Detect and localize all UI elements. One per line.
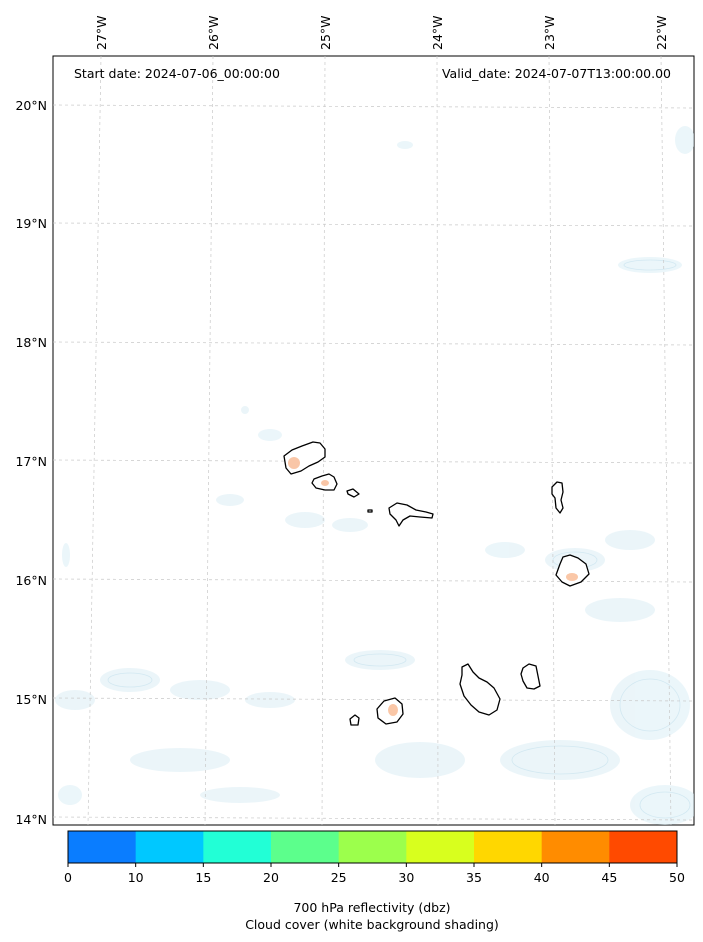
island-santa-luzia xyxy=(346,488,360,498)
island-boa-vista xyxy=(555,554,590,587)
colorbar-label-line1: 700 hPa reflectivity (dbz) xyxy=(293,900,450,915)
cloud-contours xyxy=(107,259,691,819)
latitude-labels: 20°N 19°N 18°N 17°N 16°N 15°N 14°N xyxy=(15,98,47,827)
islands xyxy=(283,441,590,726)
colorbar-tick-label: 25 xyxy=(331,870,347,885)
lat-label: 18°N xyxy=(15,335,47,350)
lon-label: 24°W xyxy=(430,15,445,50)
colorbar-segment xyxy=(609,831,678,863)
island-brava xyxy=(349,714,360,726)
longitude-labels: 27°W 26°W 25°W 24°W 23°W 22°W xyxy=(94,15,669,50)
colorbar-label-line2: Cloud cover (white background shading) xyxy=(245,917,499,932)
start-date-text: Start date: 2024-07-06_00:00:00 xyxy=(74,66,280,81)
lat-label: 15°N xyxy=(15,692,47,707)
gridlines xyxy=(53,56,694,825)
lon-label: 27°W xyxy=(94,15,109,50)
colorbar: 0 10 15 20 25 30 35 40 45 50 xyxy=(64,831,685,885)
colorbar-segment xyxy=(474,831,543,863)
colorbar-segment xyxy=(203,831,272,863)
island-santiago xyxy=(459,663,501,716)
map-frame xyxy=(52,55,695,826)
colorbar-segment xyxy=(338,831,407,863)
colorbar-tick-label: 20 xyxy=(263,870,279,885)
lon-label: 26°W xyxy=(206,15,221,50)
colorbar-segment xyxy=(135,831,204,863)
lon-label: 23°W xyxy=(542,15,557,50)
island-sao-nicolau xyxy=(388,502,434,527)
colorbar-tick-label: 40 xyxy=(534,870,550,885)
colorbar-tick-label: 15 xyxy=(195,870,211,885)
colorbar-segment xyxy=(271,831,340,863)
colorbar-tick-label: 45 xyxy=(601,870,617,885)
island-branco xyxy=(367,509,373,513)
colorbar-tick-label: 35 xyxy=(466,870,482,885)
colorbar-segment xyxy=(68,831,137,863)
colorbar-tick-label: 10 xyxy=(128,870,144,885)
reflectivity-patches xyxy=(288,457,578,716)
island-maio xyxy=(520,663,541,690)
colorbar-tick-label: 30 xyxy=(398,870,414,885)
lat-label: 20°N xyxy=(15,98,47,113)
colorbar-segment xyxy=(541,831,610,863)
island-sal xyxy=(551,481,564,514)
colorbar-segment xyxy=(406,831,475,863)
colorbar-frame xyxy=(67,830,678,864)
lat-label: 17°N xyxy=(15,454,47,469)
lon-label: 25°W xyxy=(318,15,333,50)
colorbar-tick-label: 50 xyxy=(669,870,685,885)
lat-label: 14°N xyxy=(15,812,47,827)
valid-date-text: Valid_date: 2024-07-07T13:00:00.00 xyxy=(442,66,671,81)
lon-label: 22°W xyxy=(654,15,669,50)
lat-label: 19°N xyxy=(15,216,47,231)
colorbar-tick-label: 0 xyxy=(64,870,72,885)
lat-label: 16°N xyxy=(15,573,47,588)
